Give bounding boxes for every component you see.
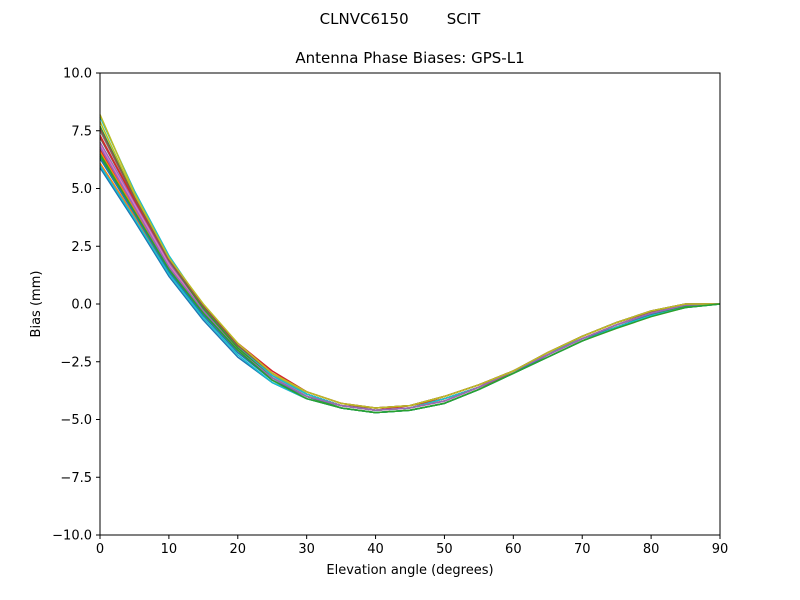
series-line-11 [99, 158, 721, 414]
series-line-10 [99, 116, 720, 412]
y-tick-label: −10.0 [52, 529, 92, 544]
y-tick-label: 7.5 [71, 124, 92, 139]
chart-title: Antenna Phase Biases: GPS-L1 [295, 49, 525, 67]
y-tick-label: 10.0 [63, 67, 92, 82]
y-axis-ticks: −10.0 −7.5 −5.0 −2.5 0.0 2.5 5.0 7.5 10.0 [52, 67, 100, 544]
series-line-19 [99, 153, 721, 414]
series-lines [99, 114, 721, 414]
series-line-17 [99, 114, 720, 409]
x-tick-label: 20 [230, 542, 247, 557]
x-tick-label: 10 [161, 542, 178, 557]
x-tick-label: 30 [298, 542, 315, 557]
series-line-15 [99, 146, 721, 412]
series-line-14 [99, 135, 720, 409]
series-line-2 [99, 162, 721, 412]
x-tick-label: 80 [643, 542, 660, 557]
series-line-6 [99, 137, 721, 409]
y-tick-label: −2.5 [60, 355, 92, 370]
y-axis-label: Bias (mm) [29, 271, 44, 338]
series-line-8 [99, 130, 721, 412]
x-tick-label: 0 [96, 542, 104, 557]
y-tick-label: −5.0 [60, 413, 92, 428]
y-tick-label: 5.0 [71, 182, 92, 197]
series-line-5 [99, 141, 721, 412]
x-tick-label: 90 [712, 542, 729, 557]
y-tick-label: 2.5 [71, 240, 92, 255]
x-axis-ticks: 0 10 20 30 40 50 60 70 80 90 [96, 535, 728, 557]
series-line-7 [99, 144, 721, 412]
figure-suptitle: CLNVC6150 SCIT [319, 10, 481, 28]
series-line-13 [99, 125, 721, 414]
series-line-16 [99, 128, 720, 409]
y-tick-label: 0.0 [71, 298, 92, 313]
y-tick-label: −7.5 [60, 471, 92, 486]
x-axis-label: Elevation angle (degrees) [326, 563, 493, 578]
series-line-4 [99, 148, 721, 412]
series-line-12 [99, 151, 721, 412]
x-tick-label: 70 [574, 542, 591, 557]
x-tick-label: 60 [505, 542, 522, 557]
x-tick-label: 50 [436, 542, 453, 557]
x-tick-label: 40 [367, 542, 384, 557]
series-line-9 [99, 121, 721, 412]
series-line-3 [99, 155, 721, 414]
